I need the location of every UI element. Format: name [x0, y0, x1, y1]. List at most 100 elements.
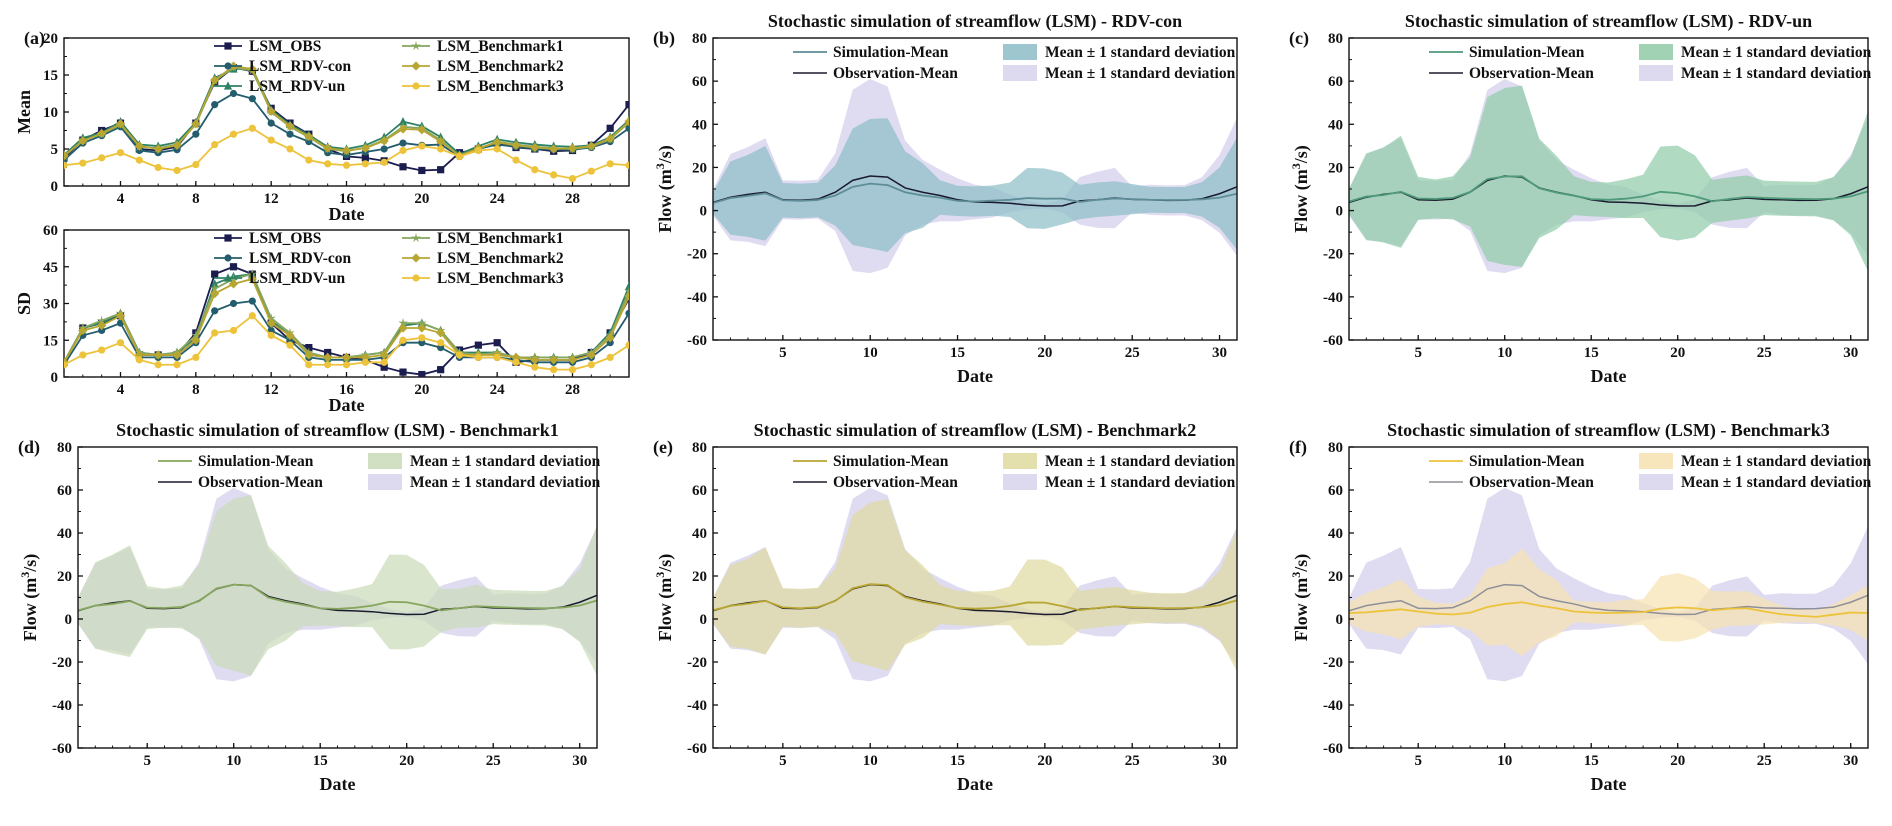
y-tick-label: 45 [43, 260, 58, 276]
y-tick-label: 40 [692, 117, 707, 133]
marker-circle [455, 351, 464, 359]
legend-obs-label: Observation-Mean [1469, 65, 1594, 82]
legend-label: LSM_RDV-un [249, 78, 346, 95]
marker-circle [399, 336, 407, 344]
marker-diamond [115, 119, 126, 129]
marker-circle [116, 149, 125, 157]
marker-diamond [567, 355, 578, 365]
y-label-sup: 3 [653, 572, 667, 578]
legend-obs-band-label: Mean ± 1 standard deviation [1045, 474, 1236, 491]
marker-circle [211, 140, 219, 149]
plot-area [1349, 487, 1868, 682]
y-tick-label: -20 [1323, 247, 1343, 263]
marker-circle [361, 160, 369, 168]
marker-diamond [191, 119, 201, 129]
simulation-band [1349, 548, 1868, 656]
x-tick-label: 30 [572, 753, 587, 769]
panel-label: (d) [18, 437, 40, 458]
x-tick-label: 10 [226, 753, 241, 769]
marker-circle [587, 361, 595, 369]
y-tick-label: -60 [687, 333, 707, 349]
legend-obs-band-label: Mean ± 1 standard deviation [410, 474, 601, 491]
y-axis-label: Flow (m3/s) [18, 554, 41, 641]
marker-circle [248, 297, 256, 305]
plot-area [78, 487, 597, 682]
y-tick-label: 60 [692, 74, 707, 90]
y-tick-label: -20 [687, 247, 707, 263]
marker-circle [606, 353, 614, 361]
legend-label: LSM_OBS [249, 230, 321, 247]
x-tick-label: 12 [264, 382, 279, 398]
marker-circle [267, 331, 275, 339]
legend-label: LSM_RDV-con [249, 250, 352, 267]
marker-circle [361, 358, 369, 366]
marker-circle [116, 339, 125, 347]
y-tick-label: 0 [700, 612, 708, 628]
y-tick-label: 40 [57, 526, 72, 542]
plot-area [713, 487, 1237, 682]
marker-square [229, 263, 238, 271]
y-axis-label: Flow (m3/s) [1289, 554, 1312, 641]
y-label-sup: 3 [1289, 163, 1303, 169]
x-tick-label: 25 [1757, 753, 1772, 769]
marker-diamond [210, 289, 220, 299]
x-tick-label: 20 [1037, 753, 1052, 769]
marker-square [224, 234, 232, 242]
x-axis-label: Date [329, 395, 365, 415]
marker-diamond [323, 143, 333, 153]
marker-circle [211, 329, 219, 337]
x-tick-label: 20 [414, 382, 429, 398]
y-tick-label: 20 [692, 569, 707, 585]
y-label-end: /s) [1291, 554, 1312, 573]
x-tick-label: 15 [313, 753, 328, 769]
y-tick-label: 80 [1328, 31, 1343, 47]
legend-label: LSM_Benchmark3 [437, 270, 564, 287]
observation-band [713, 78, 1237, 274]
marker-circle [606, 339, 614, 347]
marker-circle [286, 341, 294, 349]
marker-diamond [78, 325, 88, 336]
legend-obs-band-swatch [1003, 474, 1037, 490]
marker-diamond [360, 143, 370, 153]
marker-circle [305, 361, 313, 369]
y-tick-label: 80 [1328, 440, 1343, 456]
marker-diamond [411, 61, 421, 71]
marker-diamond [549, 355, 559, 365]
chart-a2: 4 8 12 16 20 24 28 0 15 30 45 60 Date SD LSM_OBS LSM_RD… [14, 223, 630, 415]
y-tick-label: -40 [1323, 290, 1343, 306]
marker-diamond [153, 144, 163, 154]
y-axis-label: Flow (m3/s) [1289, 145, 1312, 232]
y-tick-label: -60 [1323, 741, 1343, 757]
marker-diamond [153, 350, 163, 360]
y-tick-label: 0 [1336, 204, 1344, 220]
marker-circle [625, 124, 629, 132]
y-tick-label: -40 [687, 290, 707, 306]
marker-diamond [341, 145, 352, 156]
marker-circle [229, 299, 238, 308]
y-tick-label: 80 [692, 31, 707, 47]
marker-square [380, 363, 388, 371]
marker-diamond [530, 142, 540, 153]
x-tick-label: 4 [117, 382, 125, 398]
observation-mean-line [1349, 583, 1868, 616]
y-tick-label: -20 [687, 655, 707, 671]
legend-obs-band-swatch [1639, 65, 1673, 81]
y-label-main: Flow (m [1291, 169, 1312, 232]
x-tick-label: 24 [490, 191, 506, 207]
legend-sim-band-swatch [1639, 44, 1673, 60]
marker-diamond [247, 64, 257, 74]
marker-circle [267, 119, 275, 127]
x-axis-label: Date [329, 204, 365, 224]
marker-circle [512, 358, 520, 366]
y-tick-label: 60 [692, 483, 707, 499]
marker-circle [437, 145, 445, 153]
marker-star [209, 283, 220, 293]
marker-star [416, 318, 427, 328]
marker-diamond [492, 137, 502, 147]
marker-square [399, 368, 407, 376]
chart-e: 5 10 15 20 25 30 -60 -40 -20 0 20 40 60 80 Date Flow (m… [653, 420, 1238, 794]
marker-circle [154, 163, 162, 172]
marker-diamond [549, 144, 559, 154]
marker-circle [224, 62, 232, 70]
marker-circle [625, 309, 629, 317]
